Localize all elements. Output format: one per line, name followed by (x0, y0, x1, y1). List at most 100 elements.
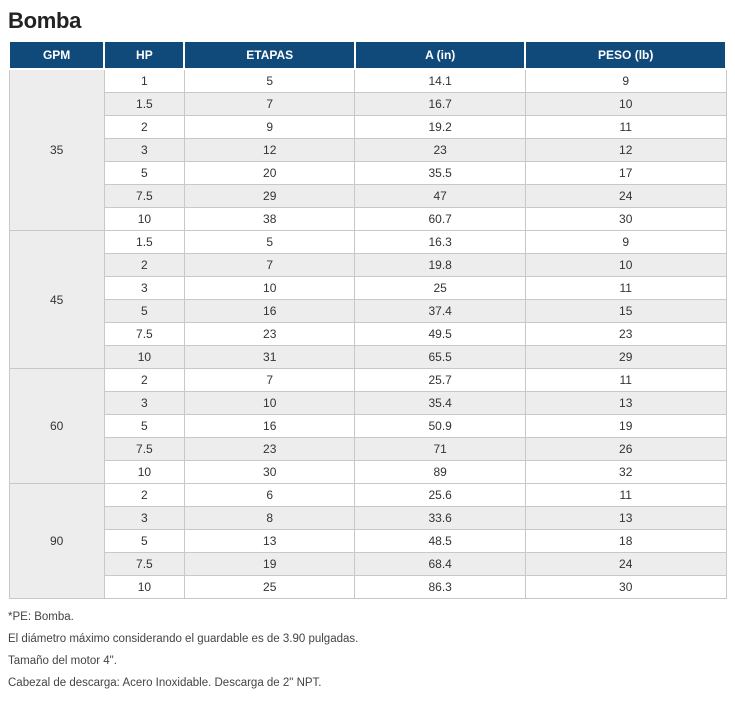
table-row: 103860.730 (9, 208, 726, 231)
cell-a: 68.4 (355, 553, 525, 576)
table-row: 7.51968.424 (9, 553, 726, 576)
cell-etapas: 23 (184, 438, 354, 461)
table-row: 51650.919 (9, 415, 726, 438)
cell-peso: 11 (525, 116, 726, 139)
table-row: 102586.330 (9, 576, 726, 599)
cell-hp: 5 (104, 530, 184, 553)
cell-etapas: 23 (184, 323, 354, 346)
cell-hp: 3 (104, 139, 184, 162)
cell-peso: 32 (525, 461, 726, 484)
cell-etapas: 19 (184, 553, 354, 576)
col-a: A (in) (355, 41, 525, 69)
cell-etapas: 6 (184, 484, 354, 507)
cell-a: 49.5 (355, 323, 525, 346)
cell-peso: 11 (525, 277, 726, 300)
cell-hp: 7.5 (104, 323, 184, 346)
cell-etapas: 5 (184, 231, 354, 254)
table-row: 51637.415 (9, 300, 726, 323)
cell-hp: 1.5 (104, 93, 184, 116)
cell-etapas: 9 (184, 116, 354, 139)
cell-hp: 2 (104, 254, 184, 277)
cell-a: 71 (355, 438, 525, 461)
footnotes: *PE: Bomba.El diámetro máximo consideran… (8, 607, 727, 694)
cell-hp: 7.5 (104, 438, 184, 461)
cell-peso: 15 (525, 300, 726, 323)
cell-a: 19.8 (355, 254, 525, 277)
cell-peso: 17 (525, 162, 726, 185)
table-row: 7.52349.523 (9, 323, 726, 346)
cell-peso: 13 (525, 507, 726, 530)
cell-peso: 11 (525, 484, 726, 507)
footnote-line: Tamaño del motor 4". (8, 651, 727, 673)
table-row: 3833.613 (9, 507, 726, 530)
page-title: Bomba (8, 8, 727, 34)
cell-etapas: 8 (184, 507, 354, 530)
footnote-line: El diámetro máximo considerando el guard… (8, 629, 727, 651)
cell-peso: 26 (525, 438, 726, 461)
cell-a: 47 (355, 185, 525, 208)
cell-peso: 23 (525, 323, 726, 346)
table-row: 1.5716.710 (9, 93, 726, 116)
cell-peso: 12 (525, 139, 726, 162)
cell-peso: 30 (525, 576, 726, 599)
table-row: 602725.711 (9, 369, 726, 392)
table-row: 2919.211 (9, 116, 726, 139)
cell-peso: 9 (525, 69, 726, 93)
cell-peso: 24 (525, 185, 726, 208)
cell-hp: 2 (104, 369, 184, 392)
col-etapas: ETAPAS (184, 41, 354, 69)
cell-etapas: 16 (184, 300, 354, 323)
cell-gpm: 90 (9, 484, 104, 599)
cell-a: 50.9 (355, 415, 525, 438)
cell-hp: 5 (104, 162, 184, 185)
footnote-line: Cabezal de descarga: Acero Inoxidable. D… (8, 673, 727, 695)
col-peso: PESO (lb) (525, 41, 726, 69)
cell-gpm: 60 (9, 369, 104, 484)
cell-etapas: 5 (184, 69, 354, 93)
cell-peso: 30 (525, 208, 726, 231)
cell-etapas: 16 (184, 415, 354, 438)
cell-etapas: 12 (184, 139, 354, 162)
pump-table: GPM HP ETAPAS A (in) PESO (lb) 351514.19… (8, 40, 727, 599)
cell-a: 89 (355, 461, 525, 484)
col-hp: HP (104, 41, 184, 69)
cell-a: 16.7 (355, 93, 525, 116)
cell-hp: 3 (104, 277, 184, 300)
cell-gpm: 45 (9, 231, 104, 369)
table-row: 3102511 (9, 277, 726, 300)
cell-hp: 10 (104, 346, 184, 369)
cell-peso: 10 (525, 93, 726, 116)
table-row: 31035.413 (9, 392, 726, 415)
table-row: 351514.19 (9, 69, 726, 93)
cell-hp: 10 (104, 576, 184, 599)
cell-a: 25.7 (355, 369, 525, 392)
cell-a: 33.6 (355, 507, 525, 530)
cell-etapas: 38 (184, 208, 354, 231)
cell-etapas: 7 (184, 254, 354, 277)
cell-hp: 7.5 (104, 553, 184, 576)
cell-etapas: 10 (184, 392, 354, 415)
table-row: 51348.518 (9, 530, 726, 553)
cell-gpm: 35 (9, 69, 104, 231)
footnote-line: *PE: Bomba. (8, 607, 727, 629)
cell-hp: 7.5 (104, 185, 184, 208)
cell-etapas: 31 (184, 346, 354, 369)
table-header-row: GPM HP ETAPAS A (in) PESO (lb) (9, 41, 726, 69)
cell-etapas: 10 (184, 277, 354, 300)
cell-a: 48.5 (355, 530, 525, 553)
table-row: 3122312 (9, 139, 726, 162)
cell-a: 86.3 (355, 576, 525, 599)
cell-peso: 24 (525, 553, 726, 576)
cell-peso: 9 (525, 231, 726, 254)
cell-a: 35.5 (355, 162, 525, 185)
cell-peso: 19 (525, 415, 726, 438)
cell-peso: 18 (525, 530, 726, 553)
cell-hp: 2 (104, 484, 184, 507)
table-row: 10308932 (9, 461, 726, 484)
cell-a: 65.5 (355, 346, 525, 369)
cell-a: 60.7 (355, 208, 525, 231)
cell-hp: 1.5 (104, 231, 184, 254)
cell-a: 14.1 (355, 69, 525, 93)
table-row: 52035.517 (9, 162, 726, 185)
cell-peso: 10 (525, 254, 726, 277)
